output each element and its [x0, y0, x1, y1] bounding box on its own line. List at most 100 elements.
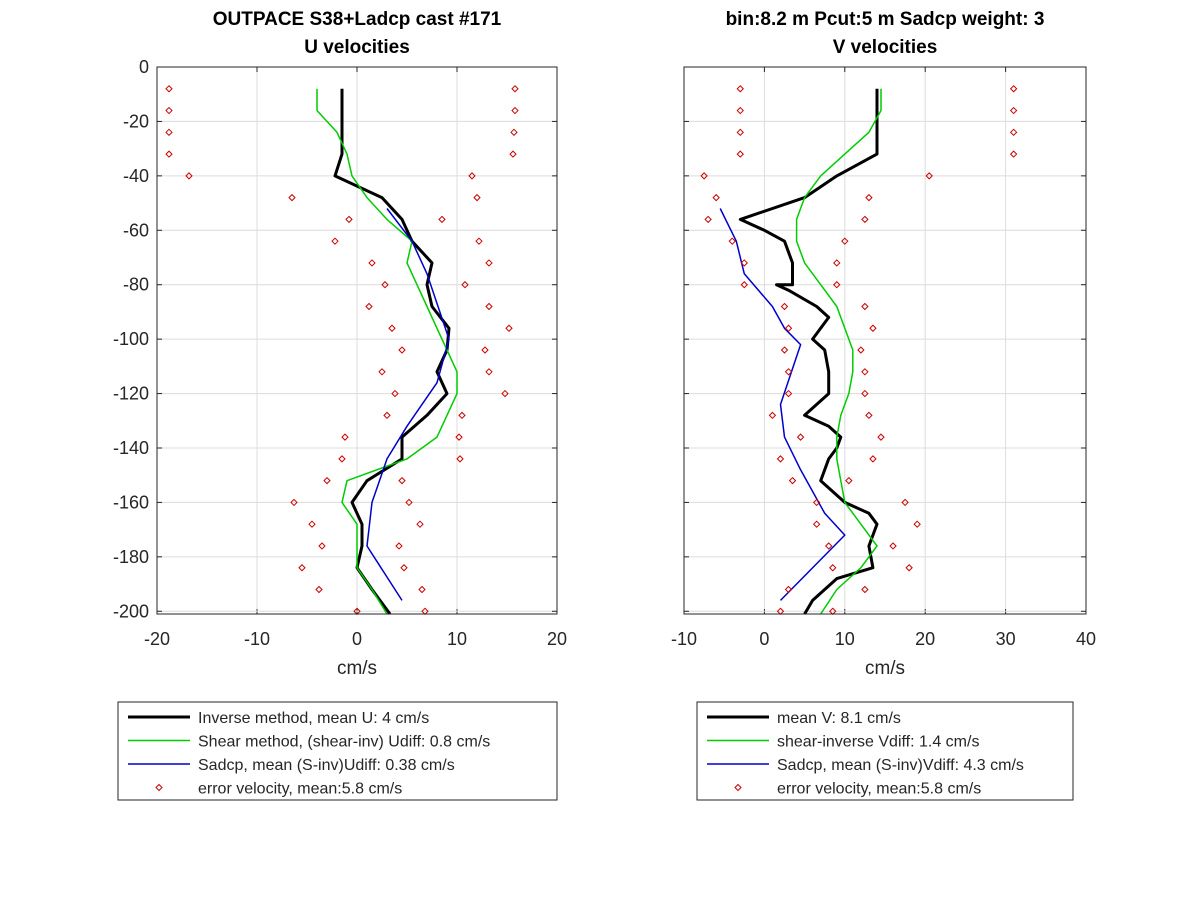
error-velocity-point	[308, 520, 316, 528]
error-velocity-point	[505, 324, 513, 332]
error-velocity-point	[728, 237, 736, 245]
error-velocity-point	[345, 215, 353, 224]
legend-entry-label: error velocity, mean:5.8 cm/s	[777, 781, 981, 798]
error-velocity-point	[485, 259, 493, 267]
x-tick-label: -10	[244, 629, 270, 649]
y-tick-label: -140	[113, 438, 149, 458]
error-velocity-point	[901, 498, 909, 507]
y-tick-label: -200	[113, 601, 149, 621]
right-chart-title: bin:8.2 m Pcut:5 m Sadcp weight: 3	[726, 9, 1045, 30]
legend-marker	[734, 783, 742, 792]
legend-entry-label: mean V: 8.1 cm/s	[777, 710, 901, 727]
y-tick-label: -60	[123, 220, 149, 240]
error-velocity-point	[510, 128, 518, 137]
legend-marker	[155, 783, 163, 792]
error-velocity-point	[485, 302, 493, 311]
error-velocity-point	[391, 389, 399, 398]
x-tick-label: 20	[547, 629, 567, 649]
y-tick-label: -20	[123, 111, 149, 131]
axes-frame	[156, 66, 558, 615]
error-velocity-point	[165, 106, 173, 115]
error-velocity-point	[740, 281, 749, 289]
error-velocity-point	[829, 564, 837, 572]
error-velocity-markers	[700, 85, 1018, 615]
error-velocity-point	[861, 302, 869, 311]
error-velocity-point	[365, 302, 373, 311]
error-velocity-point	[925, 172, 933, 180]
error-velocity-point	[461, 281, 469, 289]
error-velocity-point	[481, 346, 489, 354]
error-velocity-point	[736, 106, 744, 115]
y-tick-label: -100	[113, 329, 149, 349]
error-velocity-point	[398, 476, 406, 485]
error-velocity-point	[473, 193, 481, 202]
error-velocity-point	[877, 433, 885, 441]
series-0-line	[333, 88, 451, 615]
error-velocity-point	[455, 433, 463, 441]
legend-entry-label: shear-inverse Vdiff: 1.4 cm/s	[777, 734, 979, 751]
x-tick-label: 10	[447, 629, 467, 649]
error-velocity-point	[712, 193, 720, 202]
series-0-line	[738, 88, 879, 615]
axes-frame	[683, 66, 1087, 615]
error-velocity-point	[378, 368, 386, 376]
error-velocity-point	[475, 237, 483, 245]
error-velocity-point	[511, 85, 519, 93]
x-tick-label: 40	[1076, 629, 1096, 649]
error-velocity-point	[865, 411, 873, 420]
error-velocity-point	[1009, 106, 1018, 115]
error-velocity-point	[780, 302, 789, 311]
error-velocity-point	[400, 564, 408, 572]
error-velocity-point	[501, 389, 509, 398]
error-velocity-point	[165, 85, 173, 93]
x-tick-label: 0	[759, 629, 769, 649]
error-velocity-point	[784, 389, 793, 398]
error-velocity-point	[704, 215, 712, 224]
error-velocity-point	[418, 585, 426, 594]
error-velocity-point	[889, 542, 897, 550]
error-velocity-point	[869, 455, 877, 463]
error-velocity-point	[841, 237, 849, 245]
error-velocity-point	[485, 368, 493, 376]
error-velocity-point	[845, 476, 853, 485]
error-velocity-point	[288, 193, 296, 202]
error-velocity-point	[700, 172, 708, 180]
series-2-line	[366, 208, 450, 601]
right-chart-subtitle: V velocities	[833, 37, 938, 58]
error-velocity-point	[509, 150, 517, 158]
error-velocity-point	[298, 564, 306, 572]
error-velocity-point	[861, 368, 869, 376]
error-velocity-point	[905, 564, 913, 572]
error-velocity-point	[468, 172, 476, 180]
x-tick-label: 0	[352, 629, 362, 649]
left-axes: -20 -10 0 10 200-20-40-60-80-100-120-140-160…	[113, 57, 567, 649]
y-tick-label: 0	[139, 57, 149, 77]
left-chart-title: OUTPACE S38+Ladcp cast #171	[213, 9, 502, 30]
error-velocity-point	[318, 542, 326, 550]
error-velocity-point	[1009, 150, 1018, 158]
error-velocity-point	[861, 389, 869, 398]
x-tick-label: 30	[996, 629, 1016, 649]
error-velocity-point	[398, 346, 406, 354]
legend-entry-label: Sadcp, mean (S-inv)Vdiff: 4.3 cm/s	[777, 757, 1024, 774]
series-2-line	[719, 208, 846, 601]
error-velocity-point	[331, 237, 339, 245]
error-velocity-point	[740, 259, 749, 267]
error-velocity-point	[736, 128, 744, 137]
x-tick-label: 20	[915, 629, 935, 649]
error-velocity-point	[788, 476, 797, 485]
error-velocity-point	[780, 346, 789, 354]
error-velocity-markers	[165, 85, 519, 615]
error-velocity-point	[341, 433, 349, 441]
error-velocity-point	[812, 520, 821, 528]
y-tick-label: -120	[113, 384, 149, 404]
error-velocity-point	[857, 346, 865, 354]
error-velocity-point	[383, 411, 391, 420]
left-legend: Inverse method, mean U: 4 cm/s Shear meth…	[117, 701, 558, 801]
x-tick-label: -10	[671, 629, 697, 649]
error-velocity-point	[869, 324, 877, 332]
error-velocity-point	[768, 411, 777, 420]
error-velocity-point	[381, 281, 389, 289]
error-velocity-point	[833, 259, 841, 267]
error-velocity-point	[736, 150, 744, 158]
